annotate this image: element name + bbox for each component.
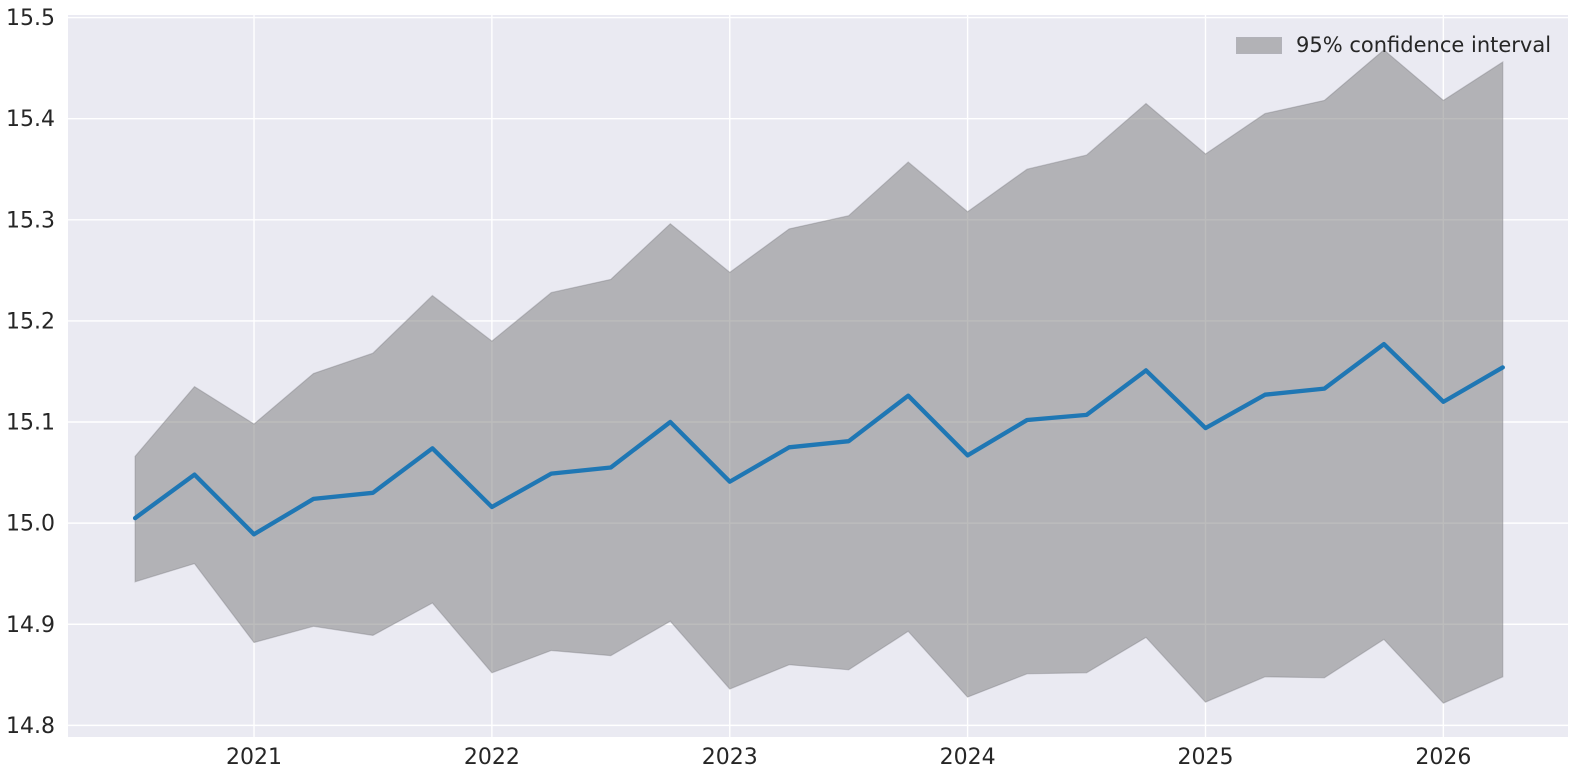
y-tick-label: 15.5 — [6, 6, 55, 31]
x-tick-label: 2021 — [226, 745, 282, 770]
y-tick-label: 15.2 — [6, 309, 55, 334]
x-tick-label: 2022 — [464, 745, 520, 770]
y-tick-label: 15.0 — [6, 512, 55, 537]
y-tick-label: 15.4 — [6, 107, 55, 132]
x-tick-label: 2026 — [1415, 745, 1471, 770]
x-tick-label: 2024 — [940, 745, 996, 770]
legend: 95% confidence interval — [1236, 33, 1552, 57]
y-tick-label: 15.1 — [6, 411, 55, 436]
confidence-band — [134, 49, 1504, 704]
y-tick-label: 15.3 — [6, 208, 55, 233]
y-tick-label: 14.8 — [6, 714, 55, 739]
confidence-interval-swatch-icon — [1236, 36, 1282, 54]
x-tick-label: 2025 — [1177, 745, 1233, 770]
y-tick-label: 14.9 — [6, 613, 55, 638]
x-tick-label: 2023 — [702, 745, 758, 770]
legend-label: 95% confidence interval — [1296, 33, 1552, 57]
forecast-line — [132, 341, 1505, 537]
